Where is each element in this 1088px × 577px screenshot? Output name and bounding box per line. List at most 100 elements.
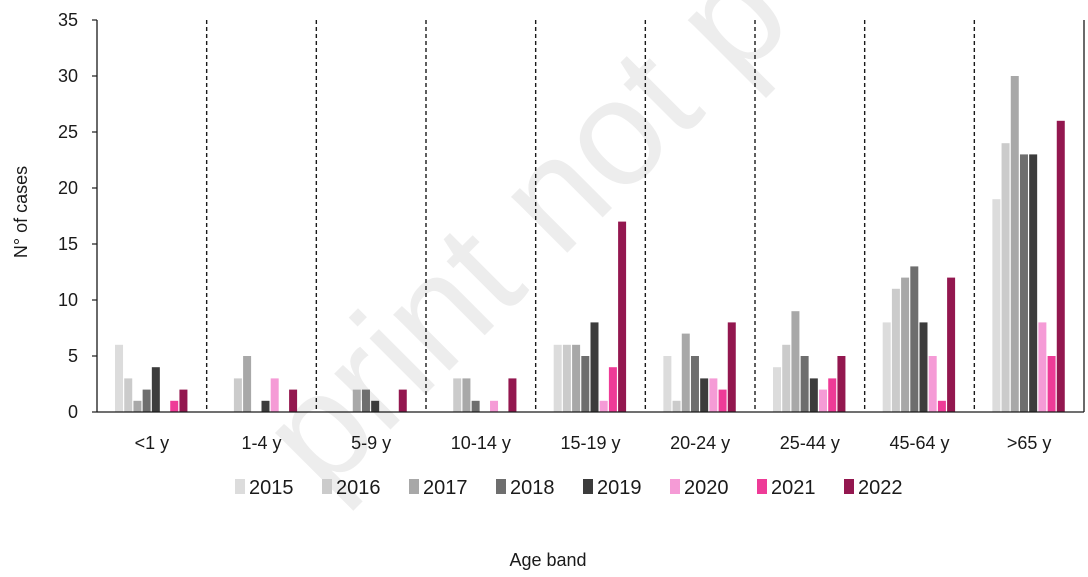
bar-2015-7	[773, 367, 782, 412]
axes	[96, 20, 1085, 413]
x-tick-label: 25-44 y	[780, 433, 840, 453]
bar-2017-8	[901, 277, 910, 412]
bar-2017-4	[462, 378, 471, 412]
bar-2019-5	[590, 322, 599, 412]
legend-swatch-2016	[322, 479, 332, 494]
bar-2019-2	[261, 400, 270, 412]
bar-2022-3	[398, 389, 407, 412]
bar-2018-3	[361, 389, 370, 412]
bar-2020-2	[270, 378, 279, 412]
bar-2016-1	[124, 378, 133, 412]
bar-2017-1	[133, 400, 142, 412]
bar-2016-5	[562, 344, 571, 412]
legend-label-2016: 2016	[336, 477, 381, 499]
y-tick-label: 20	[58, 178, 78, 198]
bar-2021-8	[937, 400, 946, 412]
bar-2018-6	[690, 356, 699, 412]
legend-label-2018: 2018	[510, 477, 555, 499]
bar-2022-1	[179, 389, 188, 412]
legend-label-2015: 2015	[249, 477, 294, 499]
bar-2022-8	[947, 277, 956, 412]
bar-2018-9	[1019, 154, 1028, 412]
bar-2015-1	[115, 344, 124, 412]
bar-2019-8	[919, 322, 928, 412]
bar-2015-6	[663, 356, 672, 412]
bar-2020-9	[1038, 322, 1047, 412]
y-tick-label: 15	[58, 234, 78, 254]
bar-2022-5	[618, 221, 627, 412]
bar-2020-6	[709, 378, 718, 412]
bar-2017-9	[1010, 76, 1019, 412]
bar-2016-9	[1001, 143, 1010, 412]
y-tick-label: 10	[58, 290, 78, 310]
y-tick-label: 30	[58, 66, 78, 86]
bar-2018-7	[800, 356, 809, 412]
bar-2021-1	[170, 400, 179, 412]
x-tick-label: 15-19 y	[560, 433, 620, 453]
legend-swatch-2017	[409, 479, 419, 494]
legend-label-2020: 2020	[684, 477, 729, 499]
legend-swatch-2019	[583, 479, 593, 494]
legend-swatch-2015	[235, 479, 245, 494]
bar-2021-7	[828, 378, 837, 412]
x-tick-label: 20-24 y	[670, 433, 730, 453]
bar-2016-7	[782, 344, 791, 412]
bar-2015-5	[553, 344, 562, 412]
bar-2019-3	[371, 400, 380, 412]
legend-swatch-2020	[670, 479, 680, 494]
x-tick-label: >65 y	[1007, 433, 1052, 453]
bar-2021-6	[718, 389, 727, 412]
bar-2021-9	[1047, 356, 1056, 412]
bar-2017-5	[572, 344, 581, 412]
legend-swatch-2018	[496, 479, 506, 494]
y-axis-title: N° of cases	[11, 166, 31, 258]
bar-2020-5	[599, 400, 608, 412]
legend-label-2022: 2022	[858, 477, 903, 499]
legend-swatch-2022	[844, 479, 854, 494]
bar-2017-2	[243, 356, 252, 412]
bar-2016-6	[672, 400, 681, 412]
bar-2022-6	[727, 322, 736, 412]
bar-2015-9	[992, 199, 1001, 412]
bar-2022-4	[508, 378, 517, 412]
bar-2022-2	[289, 389, 298, 412]
x-tick-label: 5-9 y	[351, 433, 391, 453]
x-tick-label: 10-14 y	[451, 433, 511, 453]
y-tick-label: 35	[58, 10, 78, 30]
y-tick-label: 25	[58, 122, 78, 142]
group-separators	[205, 20, 976, 412]
bar-2022-7	[837, 356, 846, 412]
bar-2018-1	[142, 389, 151, 412]
bar-2021-5	[608, 367, 617, 412]
bar-2019-7	[809, 378, 818, 412]
y-tick-label: 0	[68, 402, 78, 422]
bar-2020-8	[928, 356, 937, 412]
bar-2019-9	[1029, 154, 1038, 412]
bar-2018-8	[910, 266, 919, 412]
x-axis-ticks: <1 y 1-4 y 5-9 y 10-14 y 15-19 y 20-24 y 25-44…	[135, 433, 1052, 453]
bar-2016-2	[233, 378, 242, 412]
x-tick-label: 45-64 y	[889, 433, 949, 453]
legend-swatch-2021	[757, 479, 767, 494]
bar-2020-7	[819, 389, 828, 412]
bar-2020-4	[490, 400, 499, 412]
y-tick-label: 5	[68, 346, 78, 366]
legend-label-2017: 2017	[423, 477, 468, 499]
bar-2016-8	[891, 288, 900, 412]
bar-2019-6	[700, 378, 709, 412]
bar-2018-5	[581, 356, 590, 412]
bar-2019-1	[151, 367, 160, 412]
x-tick-label: <1 y	[135, 433, 170, 453]
x-axis-title: Age band	[509, 550, 586, 570]
bar-2018-4	[471, 400, 480, 412]
bar-2017-6	[681, 333, 690, 412]
y-axis-ticks: 0 5 10 15 20 25 30 35	[58, 10, 97, 422]
legend: 2015 2016 2017 2018 2019 2020 2021 2022	[235, 477, 903, 499]
bar-2017-7	[791, 311, 800, 412]
x-tick-label: 1-4 y	[241, 433, 281, 453]
legend-label-2019: 2019	[597, 477, 642, 499]
bars-layer	[115, 76, 1065, 413]
bar-2015-8	[882, 322, 891, 412]
legend-label-2021: 2021	[771, 477, 816, 499]
